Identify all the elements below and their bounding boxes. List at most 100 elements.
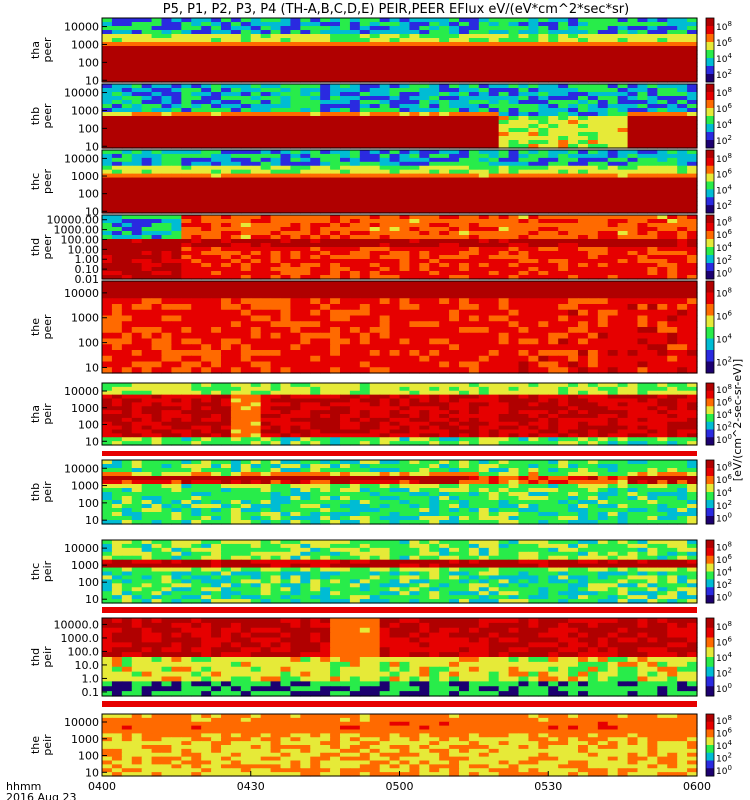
spectrogram-cell (161, 144, 173, 149)
spectrogram-cell (627, 201, 639, 206)
spectrogram-cell (221, 78, 232, 83)
spectrogram-cell (320, 104, 331, 109)
spectrogram-cell (181, 120, 192, 125)
spectrogram-cell (528, 267, 539, 272)
spectrogram-cell (409, 281, 420, 288)
spectrogram-cell (310, 92, 321, 97)
spectrogram-cell (687, 197, 698, 202)
spectrogram-cell (687, 219, 698, 224)
spectrogram-cell (667, 42, 678, 47)
spectrogram-cell (221, 30, 232, 35)
spectrogram-cell (141, 132, 153, 137)
spectrogram-cell (607, 189, 619, 194)
spectrogram-cell (369, 227, 381, 232)
spectrogram-cell (330, 46, 341, 51)
spectrogram-cell (558, 84, 569, 89)
spectrogram-cell (330, 281, 341, 288)
spectrogram-cell (657, 355, 668, 363)
spectrogram-cell (587, 251, 599, 256)
spectrogram-cell (677, 355, 688, 363)
spectrogram-cell (369, 193, 381, 198)
colorbar-segment (706, 105, 714, 109)
spectrogram-cell (131, 281, 143, 288)
spectrogram-cell (399, 46, 411, 51)
spectrogram-cell (578, 309, 589, 317)
spectrogram-cell (320, 286, 331, 294)
spectrogram-cell (340, 315, 351, 322)
spectrogram-cell (459, 58, 470, 63)
spectrogram-cell (478, 243, 490, 248)
spectrogram-cell (221, 150, 232, 155)
spectrogram-cell (627, 243, 639, 248)
spectrogram-cell (389, 165, 401, 171)
spectrogram-cell (459, 153, 470, 159)
spectrogram-cell (627, 215, 639, 220)
spectrogram-cell (111, 367, 123, 374)
spectrogram-cell (389, 292, 401, 299)
spectrogram-cell (330, 239, 341, 244)
spectrogram-cell (538, 100, 549, 105)
spectrogram-cell (211, 321, 222, 328)
spectrogram-cell (459, 54, 470, 59)
spectrogram-cell (181, 30, 192, 35)
spectrogram-cell (320, 173, 331, 179)
spectrogram-cell (181, 185, 192, 190)
spectrogram-cell (597, 197, 609, 202)
spectrogram-cell (250, 259, 262, 264)
spectrogram-cell (468, 235, 480, 240)
spectrogram-cell (290, 259, 301, 264)
spectrogram-cell (449, 78, 460, 83)
spectrogram-cell (181, 367, 192, 374)
spectrogram-cell (111, 309, 123, 317)
spectrogram-cell (369, 120, 381, 125)
spectrogram-cell (508, 327, 520, 334)
spectrogram-cell (379, 84, 391, 89)
spectrogram-cell (597, 251, 609, 256)
spectrogram-cell (498, 344, 510, 351)
spectrogram-cell (379, 96, 391, 101)
spectrogram-cell (260, 332, 272, 340)
spectrogram-cell (538, 315, 549, 322)
spectrogram-cell (677, 54, 688, 59)
spectrogram-cell (310, 128, 321, 133)
spectrogram-cell (369, 150, 381, 155)
spectrogram-cell (111, 78, 123, 83)
spectrogram-cell (568, 259, 579, 264)
spectrogram-cell (657, 239, 668, 244)
spectrogram-cell (211, 84, 222, 89)
spectrogram-cell (171, 251, 182, 256)
spectrogram-cell (657, 157, 668, 163)
spectrogram-cell (459, 361, 470, 368)
spectrogram-cell (647, 161, 658, 167)
spectrogram-cell (548, 96, 559, 101)
spectrogram-cell (468, 157, 480, 163)
spectrogram-cell (121, 100, 133, 105)
spectrogram-cell (221, 271, 232, 276)
spectrogram-cell (181, 338, 192, 345)
spectrogram-cell (240, 215, 252, 220)
spectrogram-cell (627, 367, 639, 374)
spectrogram-cell (111, 50, 123, 55)
spectrogram-cell (647, 247, 658, 252)
spectrogram-cell (349, 92, 361, 97)
spectrogram-cell (498, 165, 510, 171)
spectrogram-cell (369, 153, 381, 159)
spectrogram-cell (558, 108, 569, 113)
spectrogram-cell (161, 96, 173, 101)
spectrogram-cell (538, 150, 549, 155)
spectrogram-cell (429, 193, 440, 198)
spectrogram-cell (667, 177, 678, 183)
spectrogram-cell (111, 227, 123, 232)
spectrogram-cell (548, 298, 559, 305)
spectrogram-cell (399, 124, 411, 129)
spectrogram-cell (240, 332, 252, 340)
spectrogram-cell (478, 193, 490, 198)
spectrogram-cell (290, 298, 301, 305)
spectrogram-cell (657, 209, 668, 214)
spectrogram-cell (240, 144, 252, 149)
spectrogram-cell (310, 263, 321, 268)
spectrogram-cell (310, 355, 321, 363)
spectrogram-cell (161, 209, 173, 214)
spectrogram-cell (528, 136, 539, 141)
spectrogram-cell (558, 367, 569, 374)
